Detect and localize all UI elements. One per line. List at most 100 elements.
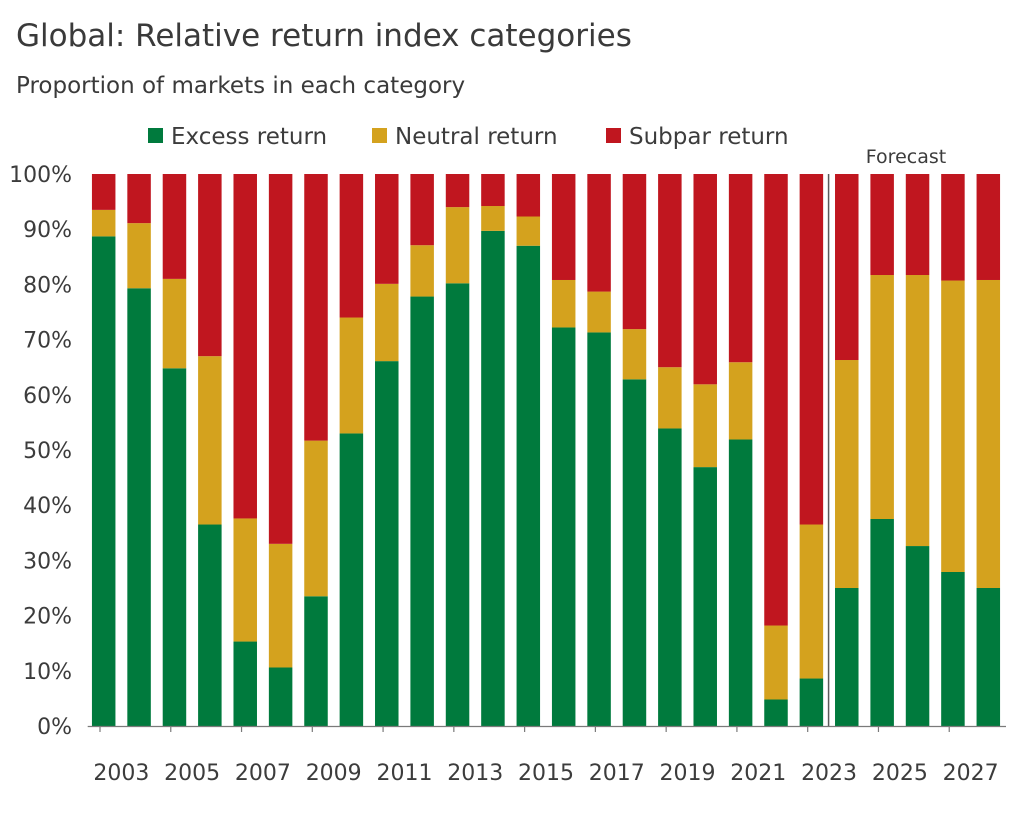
- bar-neutral-return-2020: [693, 384, 717, 468]
- bar-subpar-return-2016: [551, 174, 576, 280]
- bar-subpar-return-2006: [198, 174, 222, 357]
- y-tick-label: 0%: [37, 715, 72, 740]
- bar-excess-return-2028: [976, 588, 1001, 726]
- bar-neutral-return-2017: [587, 291, 611, 333]
- bar-excess-return-2011: [375, 361, 399, 726]
- bar-neutral-return-2022: [764, 625, 788, 700]
- x-tick-label: 2023: [801, 761, 857, 786]
- bar-subpar-return-2010: [339, 174, 364, 318]
- x-tick-label: 2009: [306, 761, 362, 786]
- bar-excess-return-2009: [304, 596, 328, 726]
- bar-excess-return-2018: [622, 379, 647, 726]
- bar-excess-return-2007: [233, 641, 257, 726]
- bar-excess-return-2027: [941, 571, 965, 726]
- bar-subpar-return-2028: [976, 174, 1001, 280]
- bar-neutral-return-2024: [835, 360, 859, 588]
- bar-neutral-return-2010: [339, 317, 364, 434]
- bar-excess-return-2023: [799, 678, 824, 726]
- legend-swatch: [606, 128, 621, 143]
- bar-subpar-return-2008: [268, 174, 293, 544]
- x-tick-label: 2017: [589, 761, 645, 786]
- bar-subpar-return-2011: [375, 174, 399, 284]
- x-tick-label: 2005: [164, 761, 220, 786]
- bar-subpar-return-2019: [658, 174, 682, 368]
- bar-subpar-return-2024: [835, 174, 859, 361]
- bar-subpar-return-2004: [127, 174, 151, 224]
- bar-neutral-return-2012: [410, 245, 434, 297]
- bar-excess-return-2004: [127, 288, 151, 726]
- bar-excess-return-2008: [268, 667, 293, 726]
- x-tick-label: 2025: [872, 761, 928, 786]
- bar-excess-return-2026: [905, 546, 930, 726]
- bar-subpar-return-2012: [410, 174, 434, 246]
- bar-neutral-return-2025: [870, 275, 894, 519]
- bar-neutral-return-2028: [976, 279, 1001, 588]
- x-tick-label: 2013: [447, 761, 503, 786]
- y-tick-label: 10%: [23, 660, 72, 685]
- bar-subpar-return-2015: [516, 174, 541, 217]
- bar-neutral-return-2008: [268, 543, 293, 668]
- bar-excess-return-2025: [870, 519, 894, 726]
- y-tick-label: 50%: [23, 439, 72, 464]
- bar-excess-return-2014: [481, 230, 505, 726]
- bar-excess-return-2024: [835, 588, 859, 726]
- bar-excess-return-2013: [445, 283, 470, 726]
- legend-swatch: [372, 128, 387, 143]
- bar-subpar-return-2007: [233, 174, 257, 519]
- bar-neutral-return-2018: [622, 329, 647, 380]
- legend-label: Neutral return: [395, 124, 558, 150]
- bar-neutral-return-2014: [481, 206, 505, 231]
- bar-neutral-return-2016: [551, 279, 576, 328]
- bar-subpar-return-2014: [481, 174, 505, 207]
- chart-subtitle: Proportion of markets in each category: [16, 73, 466, 99]
- bar-subpar-return-2025: [870, 174, 894, 276]
- bar-neutral-return-2006: [198, 356, 222, 525]
- bar-subpar-return-2021: [728, 174, 753, 363]
- bar-excess-return-2006: [198, 524, 222, 726]
- bar-neutral-return-2021: [728, 362, 753, 440]
- bar-subpar-return-2005: [162, 174, 187, 279]
- y-tick-label: 80%: [23, 273, 72, 298]
- legend-label: Excess return: [171, 124, 327, 150]
- y-tick-label: 20%: [23, 605, 72, 630]
- bar-excess-return-2003: [91, 236, 116, 726]
- bar-neutral-return-2007: [233, 518, 257, 642]
- bar-subpar-return-2013: [445, 174, 470, 208]
- bar-excess-return-2010: [339, 433, 364, 726]
- x-tick-label: 2019: [660, 761, 716, 786]
- bar-subpar-return-2026: [905, 174, 930, 276]
- x-tick-label: 2027: [943, 761, 999, 786]
- bar-excess-return-2021: [728, 439, 753, 726]
- bar-excess-return-2022: [764, 699, 788, 726]
- legend-label: Subpar return: [629, 124, 789, 150]
- bar-subpar-return-2009: [304, 174, 328, 441]
- bar-excess-return-2017: [587, 332, 611, 726]
- bar-subpar-return-2022: [764, 174, 788, 626]
- x-tick-label: 2021: [730, 761, 786, 786]
- bar-neutral-return-2013: [445, 207, 470, 284]
- y-tick-label: 30%: [23, 549, 72, 574]
- bar-excess-return-2005: [162, 368, 187, 726]
- bar-excess-return-2012: [410, 296, 434, 726]
- bar-neutral-return-2015: [516, 216, 541, 246]
- y-tick-label: 40%: [23, 494, 72, 519]
- x-tick-label: 2003: [93, 761, 149, 786]
- chart-title: Global: Relative return index categories: [16, 18, 632, 54]
- y-tick-label: 100%: [9, 163, 72, 188]
- bar-subpar-return-2020: [693, 174, 717, 385]
- bar-excess-return-2016: [551, 327, 576, 726]
- legend-swatch: [148, 128, 163, 143]
- bar-neutral-return-2009: [304, 440, 328, 597]
- bar-neutral-return-2027: [941, 280, 965, 572]
- bar-subpar-return-2027: [941, 174, 965, 281]
- bar-subpar-return-2023: [799, 174, 824, 525]
- x-tick-label: 2007: [235, 761, 291, 786]
- y-tick-label: 60%: [23, 384, 72, 409]
- bar-neutral-return-2005: [162, 278, 187, 369]
- x-tick-label: 2011: [376, 761, 432, 786]
- bar-excess-return-2019: [658, 428, 682, 726]
- bar-subpar-return-2017: [587, 174, 611, 292]
- bar-excess-return-2020: [693, 467, 717, 726]
- x-tick-label: 2015: [518, 761, 574, 786]
